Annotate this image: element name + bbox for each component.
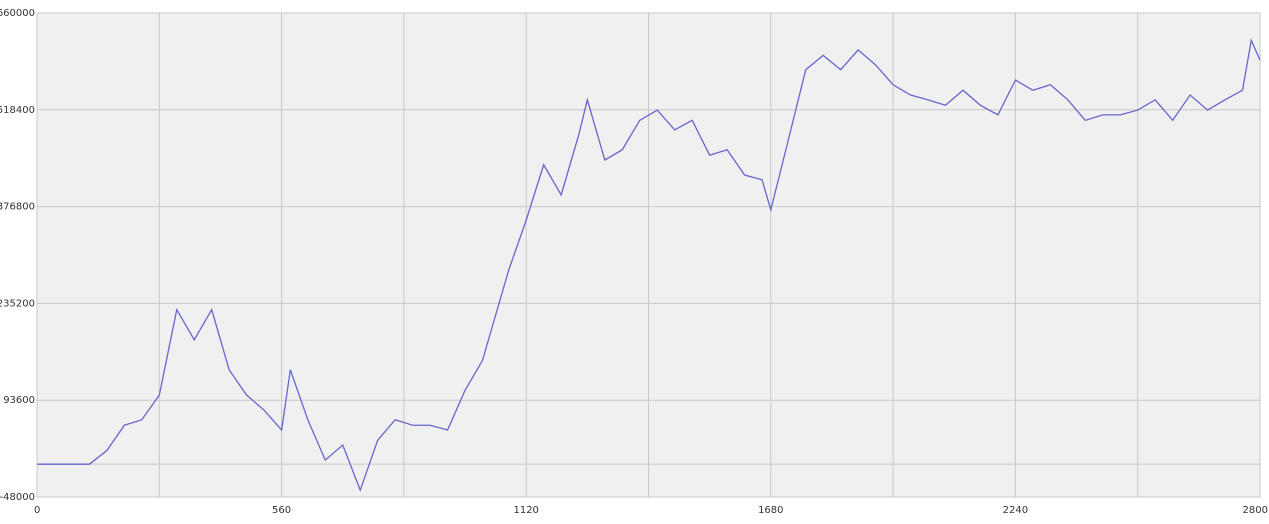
x-tick-label: 0 [34,505,40,516]
x-tick-label: 1120 [513,505,538,516]
y-tick-label: 376800 [0,202,35,213]
y-tick-label: 518400 [0,105,35,116]
y-tick-label: 93600 [3,395,35,406]
y-tick-label: 660000 [0,8,35,19]
x-tick-label: 2240 [1003,505,1028,516]
x-tick-label: 2800 [1243,505,1268,516]
y-tick-label: -48000 [0,492,35,503]
y-tick-label: 235200 [0,298,35,309]
x-tick-label: 1680 [758,505,783,516]
x-tick-label: 560 [272,505,291,516]
data-line [37,38,1261,493]
